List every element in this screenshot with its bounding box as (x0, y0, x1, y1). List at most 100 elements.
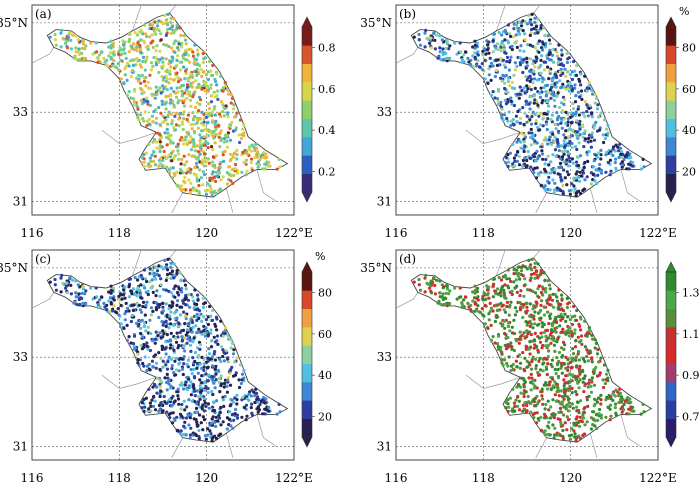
station-dot (123, 318, 127, 322)
station-dot (124, 301, 128, 305)
station-dot (145, 119, 149, 123)
station-dot (262, 396, 266, 400)
station-dot (489, 61, 494, 65)
station-dot (574, 110, 578, 114)
colorbar-segment (302, 173, 312, 193)
station-dot (206, 77, 210, 82)
station-dot (480, 62, 484, 66)
station-dot (189, 148, 193, 152)
station-dot (164, 278, 168, 282)
x-tick-label: 122°E (639, 471, 677, 485)
station-dot (211, 63, 215, 68)
station-dot (160, 165, 164, 169)
station-dot (160, 102, 164, 106)
station-dot (81, 42, 85, 46)
station-dot (206, 402, 210, 406)
station-dot (228, 383, 233, 387)
station-dot (196, 85, 200, 89)
station-dot (577, 434, 581, 438)
map-frame (31, 249, 295, 461)
station-dot (575, 160, 579, 164)
station-dot (540, 299, 544, 303)
colorbar-frame (301, 26, 313, 193)
station-dot (127, 295, 131, 299)
station-dot (597, 373, 602, 377)
station-dot (620, 160, 624, 164)
station-dot (209, 328, 213, 332)
station-dot (169, 339, 173, 343)
station-dot (175, 415, 179, 419)
colorbar-segment (666, 290, 676, 309)
station-dot (531, 81, 535, 85)
station-dot (231, 107, 236, 111)
station-dot (91, 52, 95, 56)
station-dot (503, 273, 507, 277)
station-dot (500, 41, 504, 45)
station-dot (195, 420, 199, 424)
station-dot (559, 423, 563, 427)
station-dot (572, 429, 576, 433)
station-dot (169, 265, 173, 269)
station-dot (203, 143, 207, 147)
station-dot (438, 291, 442, 295)
station-dot (417, 283, 421, 287)
station-dot (515, 120, 519, 124)
station-dot (164, 107, 168, 111)
station-dot (455, 52, 459, 56)
station-dot (538, 373, 542, 377)
station-dot (102, 56, 106, 61)
station-dot (144, 84, 148, 88)
station-dot (574, 191, 578, 195)
station-dot (534, 421, 539, 425)
station-dot (570, 386, 574, 391)
station-dot (153, 138, 157, 142)
station-dot (155, 391, 159, 395)
station-dot (534, 300, 538, 304)
station-dot (238, 140, 242, 145)
station-dot (558, 324, 562, 328)
station-dot (193, 149, 197, 153)
station-dot (544, 290, 548, 294)
station-dot (563, 149, 567, 153)
station-dot (261, 167, 265, 171)
station-dot (209, 421, 213, 425)
station-dot (509, 344, 513, 348)
station-dot (176, 149, 180, 153)
station-dot (591, 337, 595, 341)
station-dot (209, 69, 213, 73)
station-dot (539, 170, 543, 174)
station-dot (514, 359, 518, 363)
station-dot (209, 432, 213, 436)
station-dot (169, 384, 173, 388)
station-dot (579, 334, 584, 338)
station-dot (184, 287, 188, 291)
station-dot (626, 151, 630, 155)
station-dot (53, 283, 57, 287)
station-dot (575, 134, 579, 138)
station-dot (161, 84, 165, 88)
station-dot (223, 106, 227, 110)
station-dot (191, 299, 195, 303)
station-dot (204, 318, 208, 322)
station-dot (237, 133, 241, 137)
station-dot (596, 348, 600, 352)
station-dot (199, 421, 203, 425)
boundary-line (533, 4, 541, 14)
station-dot (561, 82, 565, 86)
station-dot (210, 436, 214, 440)
station-dot (215, 328, 219, 332)
station-dot (417, 32, 421, 37)
station-dot (568, 437, 572, 441)
station-dot (242, 376, 246, 380)
station-dot (76, 295, 80, 299)
station-dot (151, 268, 155, 272)
station-dot (74, 291, 78, 295)
station-dot (117, 53, 121, 57)
station-dot (424, 28, 428, 32)
station-dot (145, 364, 149, 368)
station-dot (230, 96, 234, 100)
station-dot (229, 123, 233, 127)
station-dot (594, 96, 598, 100)
station-dot (534, 119, 538, 123)
station-dot (587, 149, 591, 153)
